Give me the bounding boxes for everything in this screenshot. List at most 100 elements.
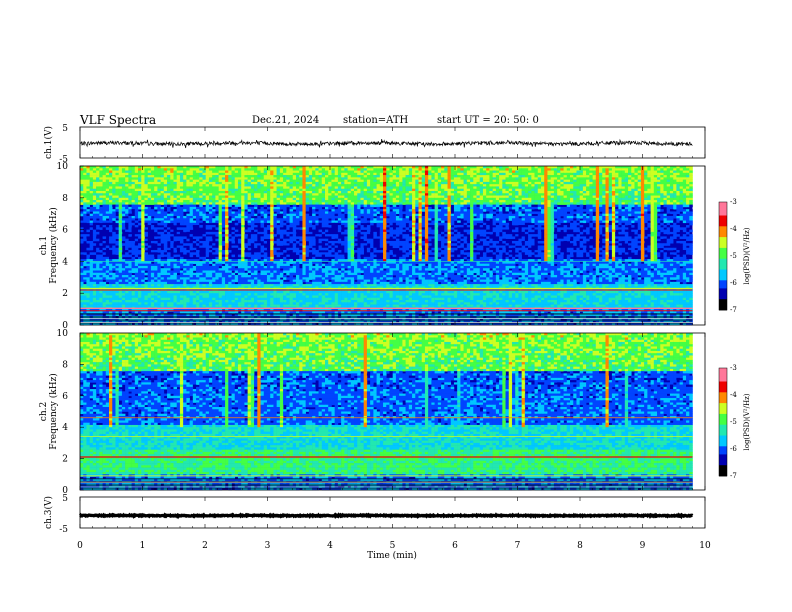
spectrogram-cell: [325, 182, 329, 185]
spectrogram-cell: [570, 175, 574, 178]
spectrogram-cell: [232, 180, 236, 183]
spectrogram-cell: [544, 168, 548, 171]
spectrogram-cell: [386, 182, 390, 185]
spectrogram-cell: [560, 173, 564, 176]
spectrogram-cell: [573, 180, 577, 183]
spectrogram-cell: [170, 171, 174, 174]
spectrogram-cell: [151, 173, 155, 176]
spectrogram-cell: [283, 177, 287, 180]
spectrogram-cell: [412, 180, 416, 183]
spectrogram-cell: [244, 182, 248, 185]
spectrogram-cell: [273, 173, 277, 176]
spectrogram-cell: [567, 177, 571, 180]
spectrogram-cell: [593, 175, 597, 178]
spectrogram-cell: [486, 173, 490, 176]
spectrogram-cell: [651, 173, 655, 176]
spectrogram-cell: [338, 175, 342, 178]
spectrogram-cell: [235, 184, 239, 187]
spectrogram-cell: [396, 171, 400, 174]
spectrogram-cell: [225, 182, 229, 185]
spectrogram-cell: [480, 171, 484, 174]
spectrogram-cell: [277, 175, 281, 178]
spectrogram-cell: [415, 173, 419, 176]
spectrogram-cell: [425, 173, 429, 176]
spectrogram-cell: [128, 175, 132, 178]
spectrogram-cell: [296, 180, 300, 183]
spectrogram-cell: [644, 182, 648, 185]
spectrogram-cell: [312, 180, 316, 183]
spectrogram-cell: [215, 175, 219, 178]
spectrogram-cell: [509, 177, 513, 180]
spectrogram-cell: [596, 180, 600, 183]
spectrogram-cell: [286, 184, 290, 187]
spectrogram-cell: [144, 168, 148, 171]
spectrogram-cell: [138, 171, 142, 174]
spectrogram-cell: [141, 180, 145, 183]
spectrogram-cell: [183, 175, 187, 178]
spectrogram-cell: [625, 177, 629, 180]
spectrogram-cell: [564, 175, 568, 178]
spectrogram-cell: [83, 171, 87, 174]
spectrogram-cell: [618, 175, 622, 178]
spectrogram-cell: [634, 173, 638, 176]
spectrogram-cell: [370, 175, 374, 178]
spectrogram-cell: [612, 177, 616, 180]
spectrogram-cell: [86, 182, 90, 185]
spectrogram-cell: [489, 173, 493, 176]
spectrogram-cell: [296, 177, 300, 180]
spectrogram-cell: [225, 180, 229, 183]
spectrogram-cell: [570, 168, 574, 171]
spectrogram-cell: [112, 168, 116, 171]
spectrogram-cell: [657, 173, 661, 176]
spectrogram-cell: [544, 175, 548, 178]
spectrogram-cell: [157, 173, 161, 176]
spectrogram-cell: [489, 180, 493, 183]
spectrogram-cell: [103, 177, 107, 180]
spectrogram-cell: [460, 182, 464, 185]
spectrogram-cell: [103, 175, 107, 178]
spectrogram-cell: [177, 168, 181, 171]
spectrogram-cell: [667, 173, 671, 176]
spectrogram-cell: [451, 171, 455, 174]
spectrogram-cell: [383, 175, 387, 178]
spectrogram-cell: [493, 177, 497, 180]
spectrogram-cell: [170, 173, 174, 176]
spectrogram-cell: [251, 171, 255, 174]
spectrogram-cell: [470, 177, 474, 180]
spectrogram-cell: [122, 173, 126, 176]
spectrogram-cell: [306, 168, 310, 171]
spectrogram-cell: [290, 175, 294, 178]
spectrogram-cell: [251, 173, 255, 176]
spectrogram-cell: [338, 168, 342, 171]
spectrogram-cell: [418, 173, 422, 176]
spectrogram-cell: [486, 168, 490, 171]
spectrogram-cell: [99, 180, 103, 183]
spectrogram-cell: [364, 177, 368, 180]
spectrogram-cell: [325, 175, 329, 178]
spectrogram-cell: [267, 180, 271, 183]
spectrogram-cell: [483, 182, 487, 185]
spectrogram-cell: [377, 182, 381, 185]
spectrogram-cell: [583, 175, 587, 178]
spectrogram-cell: [435, 173, 439, 176]
spectrogram-cell: [641, 175, 645, 178]
spectrogram-cell: [138, 184, 142, 187]
spectrogram-cell: [670, 173, 674, 176]
spectrogram-cell: [351, 182, 355, 185]
spectrogram-cell: [264, 171, 268, 174]
spectrogram-cell: [364, 173, 368, 176]
spectrogram-cell: [286, 175, 290, 178]
spectrogram-cell: [560, 182, 564, 185]
spectrogram-cell: [628, 168, 632, 171]
spectrogram-cell: [544, 173, 548, 176]
spectrogram-cell: [667, 180, 671, 183]
spectrogram-cell: [512, 173, 516, 176]
spectrogram-cell: [161, 173, 165, 176]
spectrogram-cell: [144, 173, 148, 176]
spectrogram-cell: [170, 184, 174, 187]
spectrogram-cell: [396, 182, 400, 185]
spectrogram-cell: [528, 180, 532, 183]
spectrogram-cell: [557, 177, 561, 180]
spectrogram-cell: [135, 177, 139, 180]
spectrogram-cell: [377, 180, 381, 183]
